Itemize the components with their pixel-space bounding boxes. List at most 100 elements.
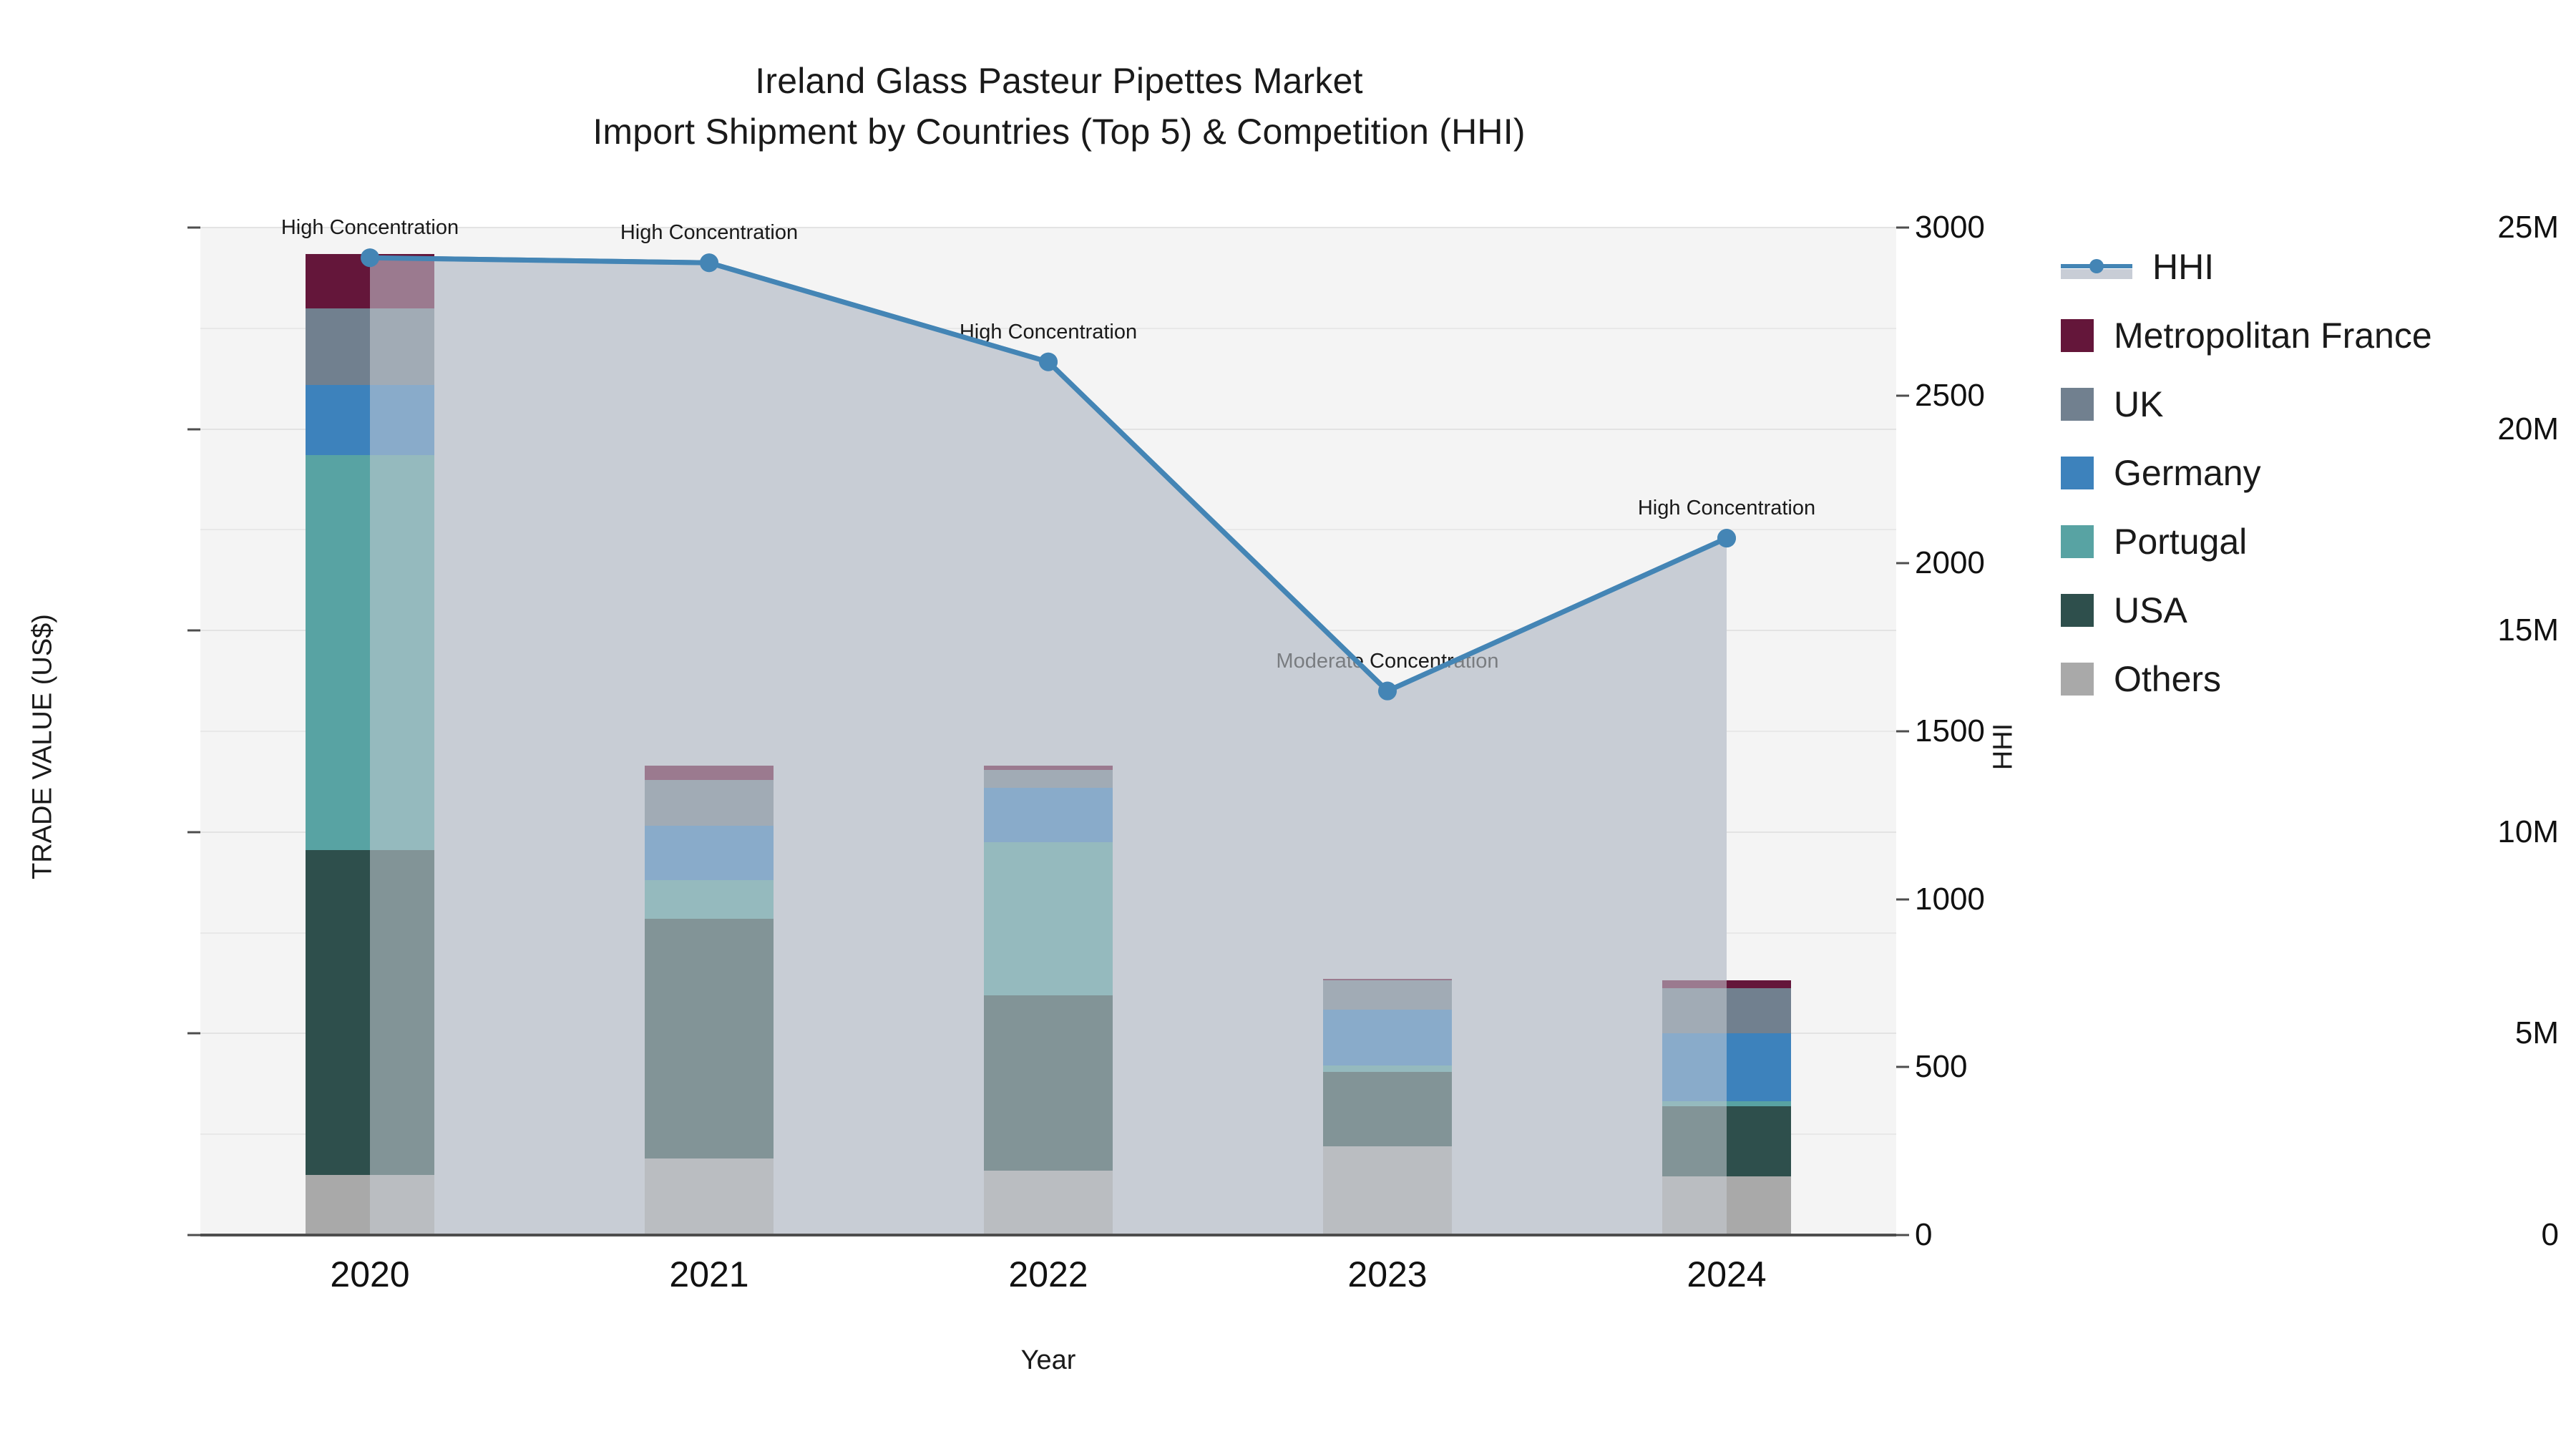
y-tick-right: 2500 — [1915, 377, 1985, 413]
bar-segment-metropolitan-france[interactable] — [984, 765, 1113, 770]
y-tick-right: 1500 — [1915, 713, 1985, 748]
y-tick-mark-left — [187, 629, 200, 632]
bar-segment-uk[interactable] — [645, 779, 774, 826]
bar-segment-usa[interactable] — [645, 918, 774, 1158]
bar-segment-metropolitan-france[interactable] — [1323, 979, 1452, 981]
bar-segment-germany[interactable] — [984, 787, 1113, 842]
bar-segment-usa[interactable] — [306, 850, 434, 1175]
chart-legend: HHI Metropolitan France UK Germany Portugal U… — [2061, 233, 2562, 713]
bar-segment-metropolitan-france[interactable] — [1662, 980, 1791, 989]
y-tick-mark-left — [187, 1032, 200, 1035]
y-axis-left-title: TRADE VALUE (US$) — [27, 614, 58, 879]
y-tick-left: 20M — [2497, 411, 2559, 447]
annotation-2023: Moderate Concentration — [1276, 649, 1499, 673]
y-tick-right: 1000 — [1915, 881, 1985, 917]
bar-segment-usa[interactable] — [984, 995, 1113, 1171]
bar-stack-2024[interactable] — [1662, 228, 1791, 1235]
y-tick-mark-right — [1896, 898, 1909, 901]
legend-label: Others — [2114, 659, 2222, 699]
bar-segment-usa[interactable] — [1323, 1071, 1452, 1147]
y-tick-left: 5M — [2514, 1015, 2559, 1051]
y-tick-right: 2000 — [1915, 545, 1985, 581]
bar-segment-metropolitan-france[interactable] — [306, 253, 434, 308]
bar-segment-metropolitan-france[interactable] — [645, 765, 774, 780]
bar-segment-others[interactable] — [1323, 1146, 1452, 1235]
legend-swatch-portugal — [2061, 525, 2094, 558]
y-tick-left: 25M — [2497, 210, 2559, 245]
bar-segment-others[interactable] — [306, 1174, 434, 1235]
x-tick-2020: 2020 — [330, 1254, 410, 1294]
y-tick-mark-right — [1896, 226, 1909, 229]
legend-item-portugal[interactable]: Portugal — [2061, 507, 2562, 576]
annotation-2022: High Concentration — [959, 320, 1138, 343]
x-tick-2022: 2022 — [1008, 1254, 1088, 1294]
legend-item-usa[interactable]: USA — [2061, 576, 2562, 645]
bar-stack-2020[interactable] — [306, 228, 434, 1235]
legend-swatch-usa — [2061, 594, 2094, 627]
plot-area: High Concentration High Concentration High… — [200, 216, 1896, 1236]
y-tick-mark-left — [187, 1234, 200, 1236]
y-tick-left: 15M — [2497, 613, 2559, 648]
annotation-2021: High Concentration — [620, 221, 799, 245]
x-tick-2024: 2024 — [1687, 1254, 1767, 1294]
bar-segment-usa[interactable] — [1662, 1106, 1791, 1177]
bar-segment-portugal[interactable] — [645, 880, 774, 919]
x-axis-line — [200, 1234, 1896, 1236]
legend-item-others[interactable]: Others — [2061, 645, 2562, 713]
annotation-2024: High Concentration — [1637, 497, 1816, 520]
bar-segment-germany[interactable] — [1323, 1009, 1452, 1066]
y-tick-mark-right — [1896, 1065, 1909, 1068]
bar-segment-germany[interactable] — [1662, 1033, 1791, 1102]
y-tick-left: 10M — [2497, 814, 2559, 849]
title-line-1: Ireland Glass Pasteur Pipettes Market — [755, 61, 1363, 101]
bar-stack-2021[interactable] — [645, 228, 774, 1235]
bar-segment-others[interactable] — [984, 1170, 1113, 1235]
bar-segment-uk[interactable] — [1323, 980, 1452, 1010]
y-tick-right: 3000 — [1915, 210, 1985, 245]
x-tick-2021: 2021 — [669, 1254, 749, 1294]
y-tick-mark-left — [187, 226, 200, 229]
legend-label: UK — [2114, 384, 2164, 424]
y-tick-left: 0 — [2541, 1217, 2559, 1252]
legend-swatch-others — [2061, 663, 2094, 696]
bar-segment-others[interactable] — [645, 1158, 774, 1235]
legend-label: Metropolitan France — [2114, 316, 2432, 356]
bar-segment-portugal[interactable] — [984, 841, 1113, 995]
bar-segment-germany[interactable] — [306, 384, 434, 456]
legend-swatch-metropolitan-france — [2061, 319, 2094, 352]
gridline — [200, 227, 1896, 228]
y-tick-mark-right — [1896, 1234, 1909, 1236]
y-tick-mark-right — [1896, 562, 1909, 565]
legend-swatch-uk — [2061, 388, 2094, 421]
bar-segment-others[interactable] — [1662, 1176, 1791, 1235]
y-tick-mark-left — [187, 831, 200, 834]
hhi-line-swatch — [2061, 250, 2132, 283]
legend-label: Portugal — [2114, 522, 2248, 562]
legend-swatch-germany — [2061, 457, 2094, 489]
bar-segment-uk[interactable] — [306, 308, 434, 385]
title-line-2: Import Shipment by Countries (Top 5) & C… — [592, 112, 1526, 152]
bar-segment-uk[interactable] — [984, 769, 1113, 788]
legend-item-germany[interactable]: Germany — [2061, 439, 2562, 507]
bar-segment-portugal[interactable] — [1662, 1101, 1791, 1106]
legend-item-uk[interactable]: UK — [2061, 370, 2562, 439]
y-axis-right-title: HHI — [1988, 723, 2019, 771]
y-tick-mark-left — [187, 428, 200, 431]
bar-stack-2022[interactable] — [984, 228, 1113, 1235]
bar-stack-2023[interactable] — [1323, 228, 1452, 1235]
chart-title: Ireland Glass Pasteur Pipettes Market Im… — [0, 56, 2118, 157]
bar-segment-portugal[interactable] — [1323, 1065, 1452, 1072]
annotation-2020: High Concentration — [280, 216, 459, 240]
legend-item-hhi[interactable]: HHI — [2061, 233, 2562, 301]
y-tick-mark-right — [1896, 730, 1909, 733]
bar-segment-portugal[interactable] — [306, 455, 434, 851]
legend-label: Germany — [2114, 453, 2261, 493]
x-tick-2023: 2023 — [1347, 1254, 1428, 1294]
bar-segment-uk[interactable] — [1662, 988, 1791, 1034]
y-tick-right: 500 — [1915, 1049, 1968, 1085]
y-tick-mark-right — [1896, 394, 1909, 397]
x-axis-title: Year — [1020, 1345, 1076, 1375]
legend-item-metropolitan-france[interactable]: Metropolitan France — [2061, 301, 2562, 370]
bar-segment-germany[interactable] — [645, 826, 774, 881]
